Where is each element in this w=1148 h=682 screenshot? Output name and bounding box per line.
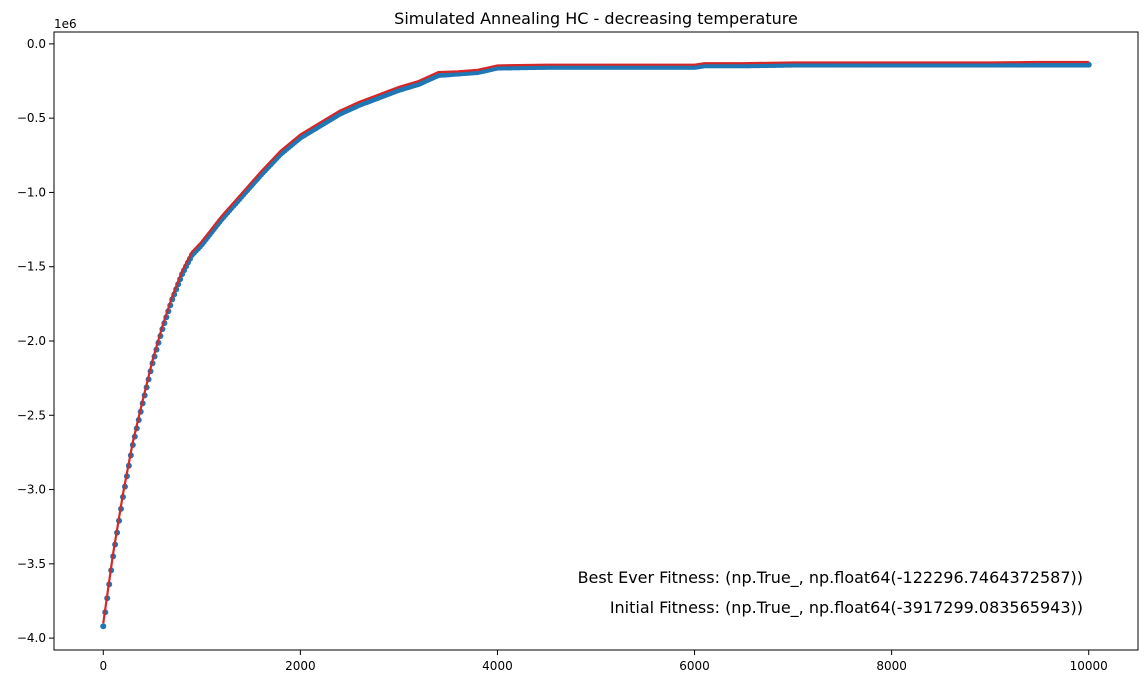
annotation-best-fitness: Best Ever Fitness: (np.True_, np.float64… bbox=[578, 568, 1083, 588]
y-tick-label: −2.0 bbox=[17, 334, 46, 348]
y-tick-label: −3.0 bbox=[17, 483, 46, 497]
plot-frame bbox=[53, 31, 1139, 651]
data-point bbox=[100, 623, 107, 630]
y-tick-label: −0.5 bbox=[17, 111, 46, 125]
y-tick-label: −1.0 bbox=[17, 185, 46, 199]
y-tick-label: 0.0 bbox=[27, 37, 46, 51]
chart-title: Simulated Annealing HC - decreasing temp… bbox=[394, 9, 798, 28]
annotation-initial-fitness: Initial Fitness: (np.True_, np.float64(-… bbox=[610, 598, 1083, 618]
x-tick-label: 8000 bbox=[876, 659, 907, 673]
y-tick-label: −1.5 bbox=[17, 260, 46, 274]
x-tick-label: 0 bbox=[99, 659, 107, 673]
x-tick-label: 6000 bbox=[679, 659, 710, 673]
x-tick-label: 10000 bbox=[1070, 659, 1108, 673]
series-points bbox=[100, 61, 1092, 630]
y-tick-label: −2.5 bbox=[17, 408, 46, 422]
y-scale-label: 1e6 bbox=[54, 17, 77, 31]
x-tick-label: 2000 bbox=[285, 659, 316, 673]
data-point bbox=[1085, 61, 1092, 68]
y-tick-label: −4.0 bbox=[17, 631, 46, 645]
x-tick-label: 4000 bbox=[482, 659, 513, 673]
series-line bbox=[102, 60, 1089, 624]
y-tick-label: −3.5 bbox=[17, 557, 46, 571]
